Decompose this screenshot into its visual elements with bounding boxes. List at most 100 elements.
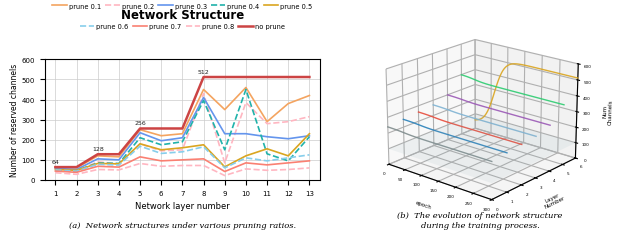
X-axis label: Network layer number: Network layer number	[135, 201, 230, 210]
prune 0.3	[115, 159, 123, 161]
prune 0.3	[221, 133, 228, 136]
prune 0.2	[115, 163, 123, 166]
Text: 512: 512	[198, 69, 209, 74]
no prune	[263, 76, 271, 79]
Line: prune 0.3: prune 0.3	[56, 98, 309, 170]
prune 0.5	[305, 133, 313, 136]
no prune	[136, 128, 144, 130]
Line: prune 0.8: prune 0.8	[56, 164, 309, 176]
prune 0.1	[284, 103, 292, 106]
prune 0.4	[221, 149, 228, 152]
prune 0.2	[157, 150, 165, 152]
Line: prune 0.6: prune 0.6	[56, 146, 309, 171]
prune 0.8	[157, 165, 165, 168]
no prune	[52, 166, 60, 169]
prune 0.5	[73, 169, 81, 172]
prune 0.1	[305, 95, 313, 97]
no prune	[179, 128, 186, 130]
Text: (a)  Network structures under various pruning ratios.: (a) Network structures under various pru…	[69, 221, 296, 229]
prune 0.4	[200, 100, 207, 103]
Line: prune 0.4: prune 0.4	[56, 90, 309, 171]
prune 0.1	[52, 166, 60, 169]
prune 0.3	[136, 132, 144, 134]
prune 0.4	[94, 162, 102, 164]
no prune	[115, 153, 123, 156]
prune 0.3	[242, 133, 250, 136]
prune 0.2	[221, 162, 228, 164]
prune 0.5	[263, 148, 271, 151]
Text: 128: 128	[92, 146, 104, 151]
prune 0.3	[305, 135, 313, 137]
prune 0.6	[94, 163, 102, 166]
prune 0.2	[200, 93, 207, 95]
prune 0.4	[305, 136, 313, 139]
prune 0.1	[179, 133, 186, 136]
prune 0.2	[136, 143, 144, 146]
Line: prune 0.1: prune 0.1	[56, 88, 309, 168]
prune 0.4	[284, 160, 292, 163]
prune 0.1	[200, 89, 207, 91]
prune 0.4	[263, 153, 271, 155]
prune 0.7	[305, 160, 313, 163]
no prune	[157, 128, 165, 130]
prune 0.6	[200, 146, 207, 149]
prune 0.6	[115, 164, 123, 167]
prune 0.6	[179, 151, 186, 154]
no prune	[284, 76, 292, 79]
prune 0.1	[157, 135, 165, 137]
X-axis label: epoch: epoch	[414, 199, 432, 210]
prune 0.1	[73, 167, 81, 170]
prune 0.1	[115, 156, 123, 158]
prune 0.4	[52, 169, 60, 172]
prune 0.6	[284, 157, 292, 160]
prune 0.7	[94, 165, 102, 168]
prune 0.5	[157, 149, 165, 152]
prune 0.5	[179, 147, 186, 149]
prune 0.3	[263, 136, 271, 139]
prune 0.3	[179, 137, 186, 140]
prune 0.4	[136, 137, 144, 140]
prune 0.4	[179, 141, 186, 143]
prune 0.6	[263, 160, 271, 163]
Y-axis label: Layer
Number: Layer Number	[541, 190, 566, 210]
prune 0.7	[263, 164, 271, 167]
prune 0.2	[179, 149, 186, 152]
prune 0.7	[179, 159, 186, 161]
prune 0.2	[242, 102, 250, 104]
prune 0.4	[73, 170, 81, 173]
prune 0.7	[136, 156, 144, 158]
Line: prune 0.5: prune 0.5	[56, 134, 309, 170]
no prune	[94, 153, 102, 156]
prune 0.4	[157, 144, 165, 146]
prune 0.7	[242, 162, 250, 164]
no prune	[242, 76, 250, 79]
prune 0.3	[52, 167, 60, 170]
prune 0.2	[52, 168, 60, 170]
prune 0.5	[284, 155, 292, 158]
prune 0.6	[221, 167, 228, 170]
prune 0.8	[221, 174, 228, 177]
prune 0.2	[263, 123, 271, 125]
no prune	[221, 76, 228, 79]
prune 0.3	[284, 138, 292, 140]
prune 0.5	[136, 143, 144, 146]
Line: no prune: no prune	[56, 78, 309, 167]
prune 0.7	[284, 162, 292, 164]
Title: Network Structure: Network Structure	[121, 9, 244, 21]
Line: prune 0.7: prune 0.7	[56, 157, 309, 173]
prune 0.8	[179, 164, 186, 167]
prune 0.5	[200, 144, 207, 146]
no prune	[200, 76, 207, 79]
prune 0.8	[284, 168, 292, 171]
prune 0.7	[221, 170, 228, 173]
prune 0.2	[94, 161, 102, 164]
prune 0.6	[52, 169, 60, 172]
no prune	[305, 76, 313, 79]
prune 0.8	[200, 164, 207, 167]
prune 0.3	[157, 140, 165, 143]
prune 0.1	[242, 87, 250, 89]
prune 0.1	[94, 155, 102, 158]
prune 0.6	[305, 154, 313, 157]
prune 0.3	[73, 168, 81, 171]
prune 0.1	[263, 121, 271, 124]
